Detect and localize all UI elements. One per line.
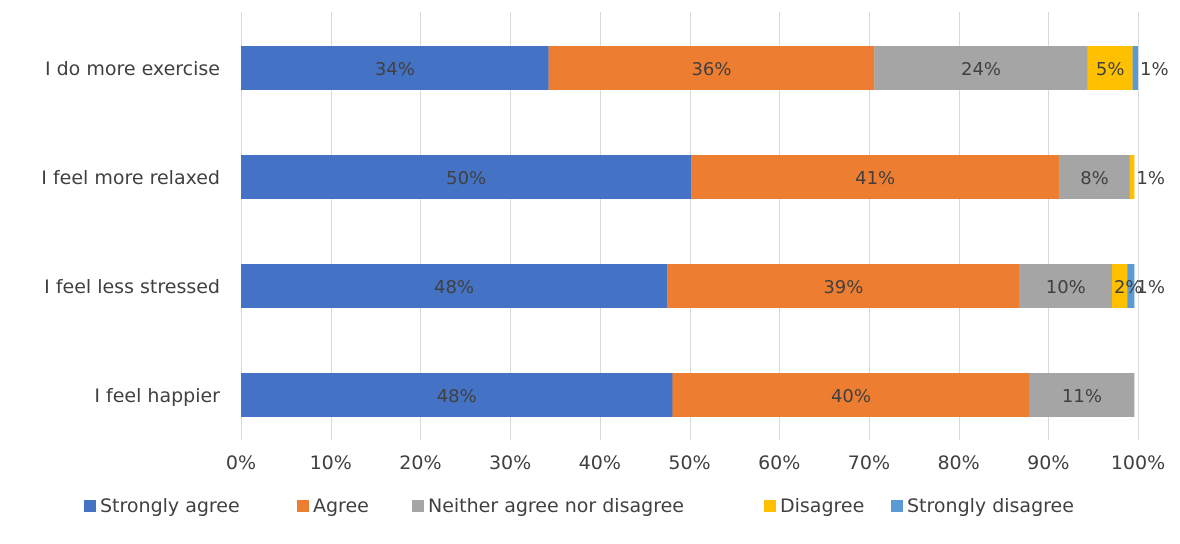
legend-item: Strongly agree bbox=[84, 495, 240, 517]
bar-segment bbox=[548, 46, 875, 90]
bar-segment bbox=[1019, 264, 1112, 308]
legend-item: Neither agree nor disagree bbox=[412, 495, 684, 517]
data-label: 24% bbox=[961, 59, 1001, 80]
legend-swatch bbox=[412, 500, 424, 512]
data-label: 48% bbox=[434, 277, 474, 298]
data-label: 39% bbox=[823, 277, 863, 298]
x-tick-label: 20% bbox=[399, 452, 441, 474]
data-label: 50% bbox=[446, 168, 486, 189]
data-label: 1% bbox=[1136, 168, 1165, 189]
x-tick-label: 90% bbox=[1027, 452, 1069, 474]
legend-label: Neither agree nor disagree bbox=[428, 495, 684, 517]
bar-segment bbox=[241, 373, 673, 417]
data-label: 1% bbox=[1136, 277, 1165, 298]
bar-segment bbox=[1127, 264, 1135, 308]
legend: Strongly agree Agree Neither agree nor dis… bbox=[84, 495, 1074, 517]
data-label: 1% bbox=[1140, 59, 1169, 80]
bar-segment bbox=[1132, 46, 1138, 90]
data-label: 11% bbox=[1062, 386, 1102, 407]
data-labels: 34% 36% 24% 5% 1%50% 41% 8% 1%48% 39% 10% 2%1%48% 4… bbox=[375, 59, 1169, 407]
legend-item: Agree bbox=[297, 495, 369, 517]
legend-swatch bbox=[764, 500, 776, 512]
category-label: I do more exercise bbox=[45, 58, 220, 80]
data-label: 34% bbox=[375, 59, 415, 80]
data-label: 40% bbox=[831, 386, 871, 407]
legend-swatch bbox=[297, 500, 309, 512]
bar-segment bbox=[241, 155, 692, 199]
x-tick-label: 40% bbox=[579, 452, 621, 474]
bar-segment bbox=[691, 155, 1060, 199]
bar-segment bbox=[1111, 264, 1128, 308]
x-tick-label: 80% bbox=[937, 452, 979, 474]
category-label: I feel less stressed bbox=[44, 276, 220, 298]
data-label: 8% bbox=[1080, 168, 1109, 189]
bars bbox=[241, 46, 1138, 417]
x-tick-label: 30% bbox=[489, 452, 531, 474]
x-tick-label: 100% bbox=[1111, 452, 1165, 474]
legend-item: Strongly disagree bbox=[891, 495, 1074, 517]
bar-segment bbox=[672, 373, 1030, 417]
bar-segment bbox=[667, 264, 1020, 308]
data-label: 36% bbox=[691, 59, 731, 80]
x-axis-labels: 0% 10% 20% 30% 40% 50% 60% 70% 80% 90% 100% bbox=[226, 452, 1165, 474]
data-label: 2% bbox=[1114, 277, 1143, 298]
bar-segment bbox=[1029, 373, 1135, 417]
category-label: I feel happier bbox=[94, 385, 220, 407]
x-tick-label: 50% bbox=[668, 452, 710, 474]
data-label: 5% bbox=[1096, 59, 1125, 80]
bar-segment bbox=[1087, 46, 1133, 90]
bar-segment bbox=[1059, 155, 1130, 199]
legend-label: Strongly disagree bbox=[907, 495, 1074, 517]
legend-swatch bbox=[84, 500, 96, 512]
bar-segment bbox=[241, 264, 668, 308]
x-tick-label: 10% bbox=[310, 452, 352, 474]
legend-label: Agree bbox=[313, 495, 369, 517]
x-tick-label: 0% bbox=[226, 452, 256, 474]
category-label: I feel more relaxed bbox=[41, 167, 220, 189]
data-label: 41% bbox=[855, 168, 895, 189]
bar-segment bbox=[874, 46, 1088, 90]
legend-label: Disagree bbox=[780, 495, 864, 517]
data-label: 48% bbox=[437, 386, 477, 407]
bar-segment bbox=[1129, 155, 1135, 199]
y-axis-labels: I do more exercise I feel more relaxed I f… bbox=[41, 58, 220, 407]
bar-segment bbox=[241, 46, 549, 90]
x-tick-label: 70% bbox=[848, 452, 890, 474]
data-label: 10% bbox=[1046, 277, 1086, 298]
legend-label: Strongly agree bbox=[100, 495, 240, 517]
x-tick-label: 60% bbox=[758, 452, 800, 474]
legend-item: Disagree bbox=[764, 495, 864, 517]
legend-swatch bbox=[891, 500, 903, 512]
